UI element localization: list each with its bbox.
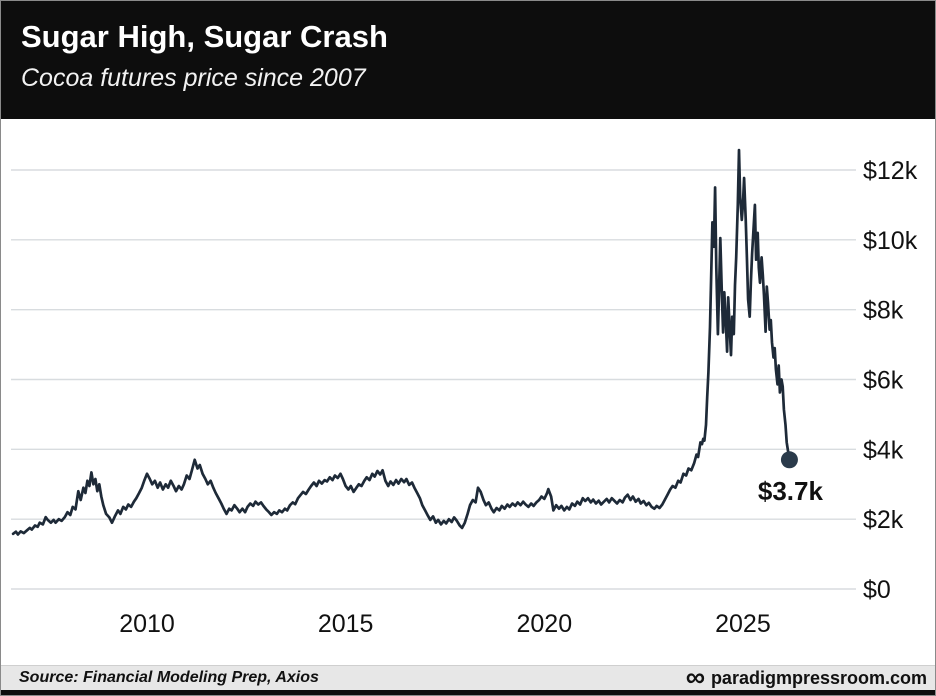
footer: Source: Financial Modeling Prep, Axios ∞… [1, 662, 935, 692]
y-axis-tick-label: $8k [863, 297, 904, 325]
last-price-annotation: $3.7k [758, 476, 824, 506]
y-axis-tick-label: $6k [863, 367, 904, 395]
x-axis-tick-label: 2020 [516, 610, 572, 638]
page-title: Sugar High, Sugar Crash [21, 19, 388, 54]
y-axis-tick-label: $12k [863, 157, 918, 185]
bottom-bar [1, 690, 935, 695]
x-axis-tick-label: 2025 [715, 610, 771, 638]
y-axis-tick-label: $0 [863, 576, 891, 604]
x-axis-tick-label: 2015 [318, 610, 374, 638]
header: Sugar High, Sugar Crash Cocoa futures pr… [1, 1, 935, 119]
source-credit: Source: Financial Modeling Prep, Axios [19, 669, 319, 686]
brand-lockup: ∞ paradigmpressroom.com [685, 662, 927, 692]
page-subtitle: Cocoa futures price since 2007 [21, 64, 366, 93]
y-axis-tick-label: $2k [863, 506, 904, 534]
x-axis-tick-label: 2010 [119, 610, 175, 638]
y-axis-tick-label: $10k [863, 227, 918, 255]
chart-area: $0 $2k $4k $6k $8k $10k $12k 2010 2015 2020 2025 $3… [1, 119, 935, 665]
brand-url: paradigmpressroom.com [710, 667, 927, 688]
cocoa-price-line-chart: $0 $2k $4k $6k $8k $10k $12k 2010 2015 2020 2025 $3… [11, 148, 918, 638]
y-axis-tick-label: $4k [863, 436, 904, 464]
price-line [11, 148, 791, 536]
last-price-marker [780, 451, 798, 469]
